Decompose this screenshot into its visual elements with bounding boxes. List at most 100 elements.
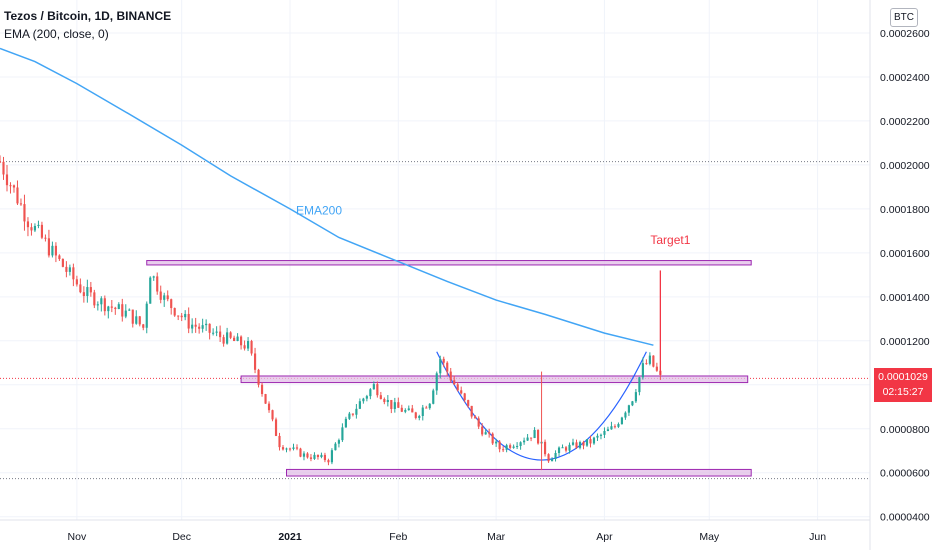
candle-body bbox=[530, 437, 533, 439]
candle bbox=[547, 453, 550, 463]
candle bbox=[240, 335, 243, 350]
candle-body bbox=[309, 457, 313, 459]
candle-body bbox=[12, 185, 16, 188]
candle bbox=[330, 448, 334, 465]
chart-grid bbox=[0, 0, 870, 520]
candle bbox=[484, 428, 487, 435]
candle bbox=[428, 403, 431, 410]
y-axis[interactable]: 0.00004000.00006000.00008000.00010000.00… bbox=[869, 0, 930, 550]
candle bbox=[47, 229, 50, 258]
candle-body bbox=[30, 227, 33, 231]
candle-body bbox=[390, 399, 393, 409]
candle bbox=[557, 446, 561, 457]
candle bbox=[201, 318, 204, 333]
candle bbox=[533, 427, 536, 439]
candle-body bbox=[166, 295, 169, 300]
ema-label: EMA200 bbox=[296, 203, 342, 217]
candle-body bbox=[397, 402, 400, 408]
candle-body bbox=[557, 447, 561, 454]
candle bbox=[236, 333, 239, 342]
candle bbox=[372, 381, 375, 390]
candle-body bbox=[355, 408, 358, 415]
candle-body bbox=[40, 224, 44, 238]
candle bbox=[215, 326, 218, 337]
candle bbox=[446, 361, 449, 377]
candle bbox=[9, 182, 12, 194]
candle-body bbox=[456, 384, 459, 391]
candle-body bbox=[334, 443, 337, 451]
candles bbox=[0, 155, 662, 471]
candle-body bbox=[121, 304, 124, 317]
candle bbox=[414, 411, 417, 420]
candle bbox=[376, 381, 379, 398]
candle bbox=[68, 264, 71, 276]
candle bbox=[460, 386, 463, 395]
candle bbox=[156, 272, 159, 295]
y-tick-label: 0.0000400 bbox=[880, 512, 930, 524]
candle bbox=[124, 304, 127, 319]
candle-body bbox=[250, 341, 253, 354]
y-tick-label: 0.0001600 bbox=[880, 248, 930, 260]
candle bbox=[93, 289, 96, 309]
candle-body bbox=[603, 431, 606, 435]
x-tick-label: 2021 bbox=[278, 531, 302, 543]
candle bbox=[159, 285, 162, 304]
candle-body bbox=[652, 355, 655, 367]
candle bbox=[358, 398, 361, 410]
candle-body bbox=[2, 161, 5, 175]
candle bbox=[613, 424, 617, 429]
candle bbox=[89, 281, 92, 297]
candle bbox=[652, 355, 655, 368]
price-zones[interactable] bbox=[146, 260, 752, 477]
candle-body bbox=[124, 310, 127, 317]
candle bbox=[439, 355, 442, 379]
currency-button[interactable]: BTC bbox=[890, 8, 918, 27]
candle-body bbox=[582, 442, 585, 446]
candle bbox=[44, 234, 47, 242]
candle-body bbox=[208, 323, 211, 333]
candle-body bbox=[620, 417, 624, 425]
candle bbox=[72, 263, 75, 287]
candle bbox=[337, 438, 340, 448]
indicator-legend[interactable]: EMA (200, close, 0) bbox=[4, 27, 109, 41]
candle-body bbox=[114, 307, 117, 310]
x-axis[interactable]: Nov Dec 2021 Feb Mar Apr May Jun bbox=[0, 519, 870, 543]
candle bbox=[198, 323, 201, 334]
candle-body bbox=[536, 429, 540, 444]
chart-annotations: Target1 EMA200 bbox=[296, 203, 691, 247]
candle bbox=[194, 317, 197, 333]
candle-body bbox=[285, 448, 288, 450]
candle-body bbox=[198, 326, 201, 329]
candle-body bbox=[26, 221, 30, 228]
current-price-value: 0.0001029 bbox=[878, 371, 928, 383]
candle-body bbox=[432, 390, 435, 404]
candle-body bbox=[550, 458, 554, 462]
candle-body bbox=[184, 313, 187, 318]
candle bbox=[627, 404, 630, 416]
candle-body bbox=[170, 299, 173, 309]
candle bbox=[138, 315, 141, 327]
candle bbox=[561, 444, 564, 449]
candle bbox=[37, 220, 40, 229]
y-tick-label: 0.0000600 bbox=[880, 468, 930, 480]
candle bbox=[351, 413, 354, 417]
candle-body bbox=[257, 369, 260, 385]
candle-body bbox=[9, 185, 12, 187]
candle bbox=[638, 376, 641, 396]
candle-body bbox=[19, 203, 23, 205]
candle bbox=[260, 382, 264, 397]
candle-body bbox=[267, 403, 271, 411]
candle bbox=[610, 421, 613, 430]
candle-body bbox=[110, 306, 113, 308]
candle-body bbox=[240, 336, 243, 346]
candle-body bbox=[617, 424, 620, 427]
candle bbox=[341, 423, 344, 442]
candle bbox=[379, 391, 382, 400]
x-tick-label: Mar bbox=[487, 531, 506, 543]
candle bbox=[543, 439, 547, 457]
candle-body bbox=[320, 454, 323, 458]
candle bbox=[400, 404, 403, 413]
candle bbox=[177, 315, 180, 321]
candle-body bbox=[383, 399, 386, 403]
